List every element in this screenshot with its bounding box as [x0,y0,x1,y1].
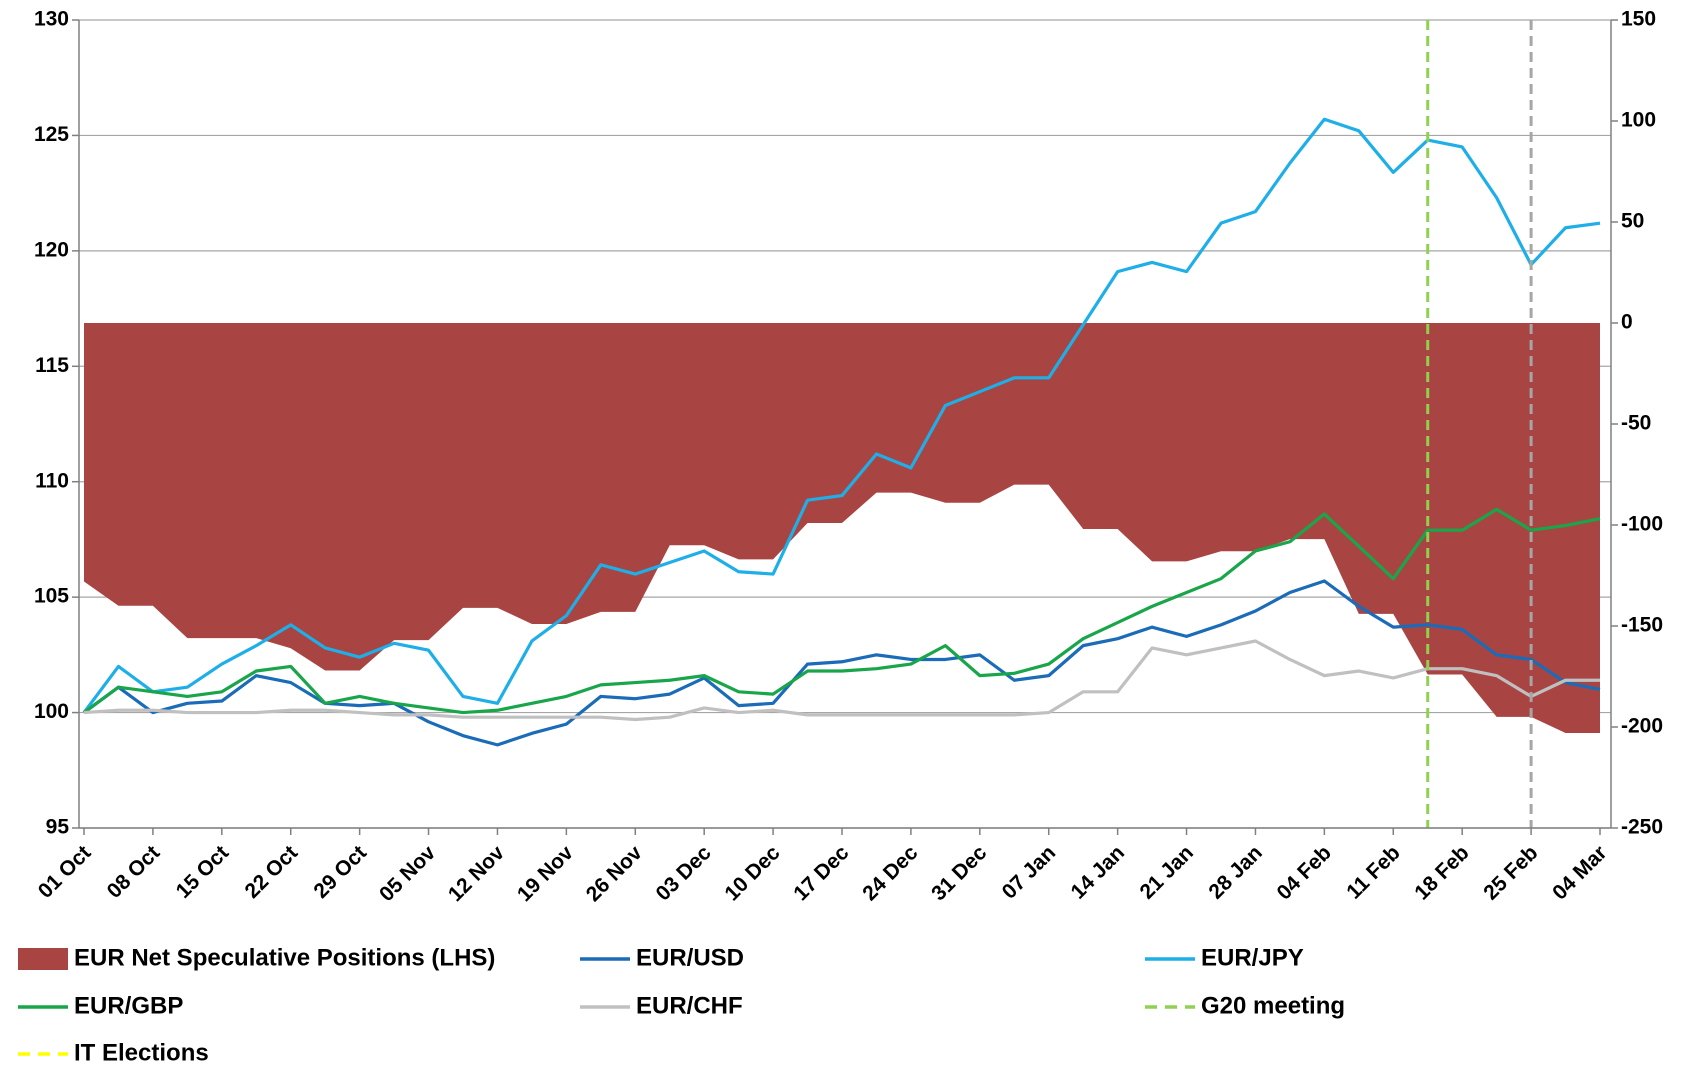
y-tick-label: 120 [34,238,69,261]
y-tick-label: 100 [34,700,69,723]
x-tick-label: 26 Nov [582,841,647,906]
x-tick-label: 03 Dec [651,841,715,905]
x-tick-label: 14 Jan [1067,841,1130,904]
x-tick-label: 10 Dec [720,841,784,905]
line [82,117,1601,714]
x-tick-label: 01 Oct [34,841,96,903]
x-tick-label: 12 Nov [444,841,509,906]
x-tick-label: 04 Mar [1548,841,1611,904]
x-tick-label: 04 Feb [1273,841,1336,904]
y2-tick-label: 0 [1621,311,1633,334]
line [83,507,1601,715]
x-tick-label: 18 Feb [1410,841,1473,904]
legend-label: EUR/USD [636,944,744,971]
x-tick-label: 05 Nov [375,841,440,906]
x-tick-label: 28 Jan [1204,841,1267,904]
x-tick-label: 21 Jan [1136,841,1199,904]
y2-tick-label: 100 [1621,109,1656,132]
y-tick-label: 125 [34,123,69,146]
x-tick-label: 24 Dec [858,841,922,905]
y2-tick-label: 150 [1621,8,1656,31]
x-tick-label: 17 Dec [789,841,853,905]
x-tick-label: 11 Feb [1342,841,1404,903]
x-tick-label: 25 Feb [1479,841,1542,904]
y2-tick-label: -250 [1621,816,1663,839]
legend-swatch [18,948,68,970]
legend-label: EUR Net Speculative Positions (LHS) [74,944,495,971]
y-tick-label: 105 [34,585,69,608]
y-tick-label: 95 [46,816,70,839]
x-tick-label: 19 Nov [513,841,578,906]
x-tick-label: 15 Oct [172,841,234,903]
legend-label: EUR/CHF [636,992,743,1019]
y-tick-label: 130 [34,8,69,31]
y-tick-label: 115 [35,354,69,377]
legend-label: IT Elections [74,1039,209,1066]
y2-tick-label: -150 [1621,614,1663,637]
legend-label: EUR/JPY [1201,944,1304,971]
x-tick-label: 08 Oct [103,841,165,903]
legend-label: G20 meeting [1201,992,1345,1019]
y-tick-label: 110 [35,469,69,492]
line [83,639,1600,722]
x-tick-label: 22 Oct [241,841,303,903]
x-tick-label: 07 Jan [998,841,1061,904]
y2-tick-label: -100 [1621,513,1663,536]
y2-tick-label: -50 [1621,412,1651,435]
x-tick-label: 29 Oct [309,841,371,903]
line [83,579,1601,747]
y2-tick-label: -200 [1621,715,1663,738]
area [84,323,1600,734]
x-tick-label: 31 Dec [927,841,991,905]
y2-tick-label: 50 [1621,210,1644,233]
legend-label: EUR/GBP [74,992,183,1019]
